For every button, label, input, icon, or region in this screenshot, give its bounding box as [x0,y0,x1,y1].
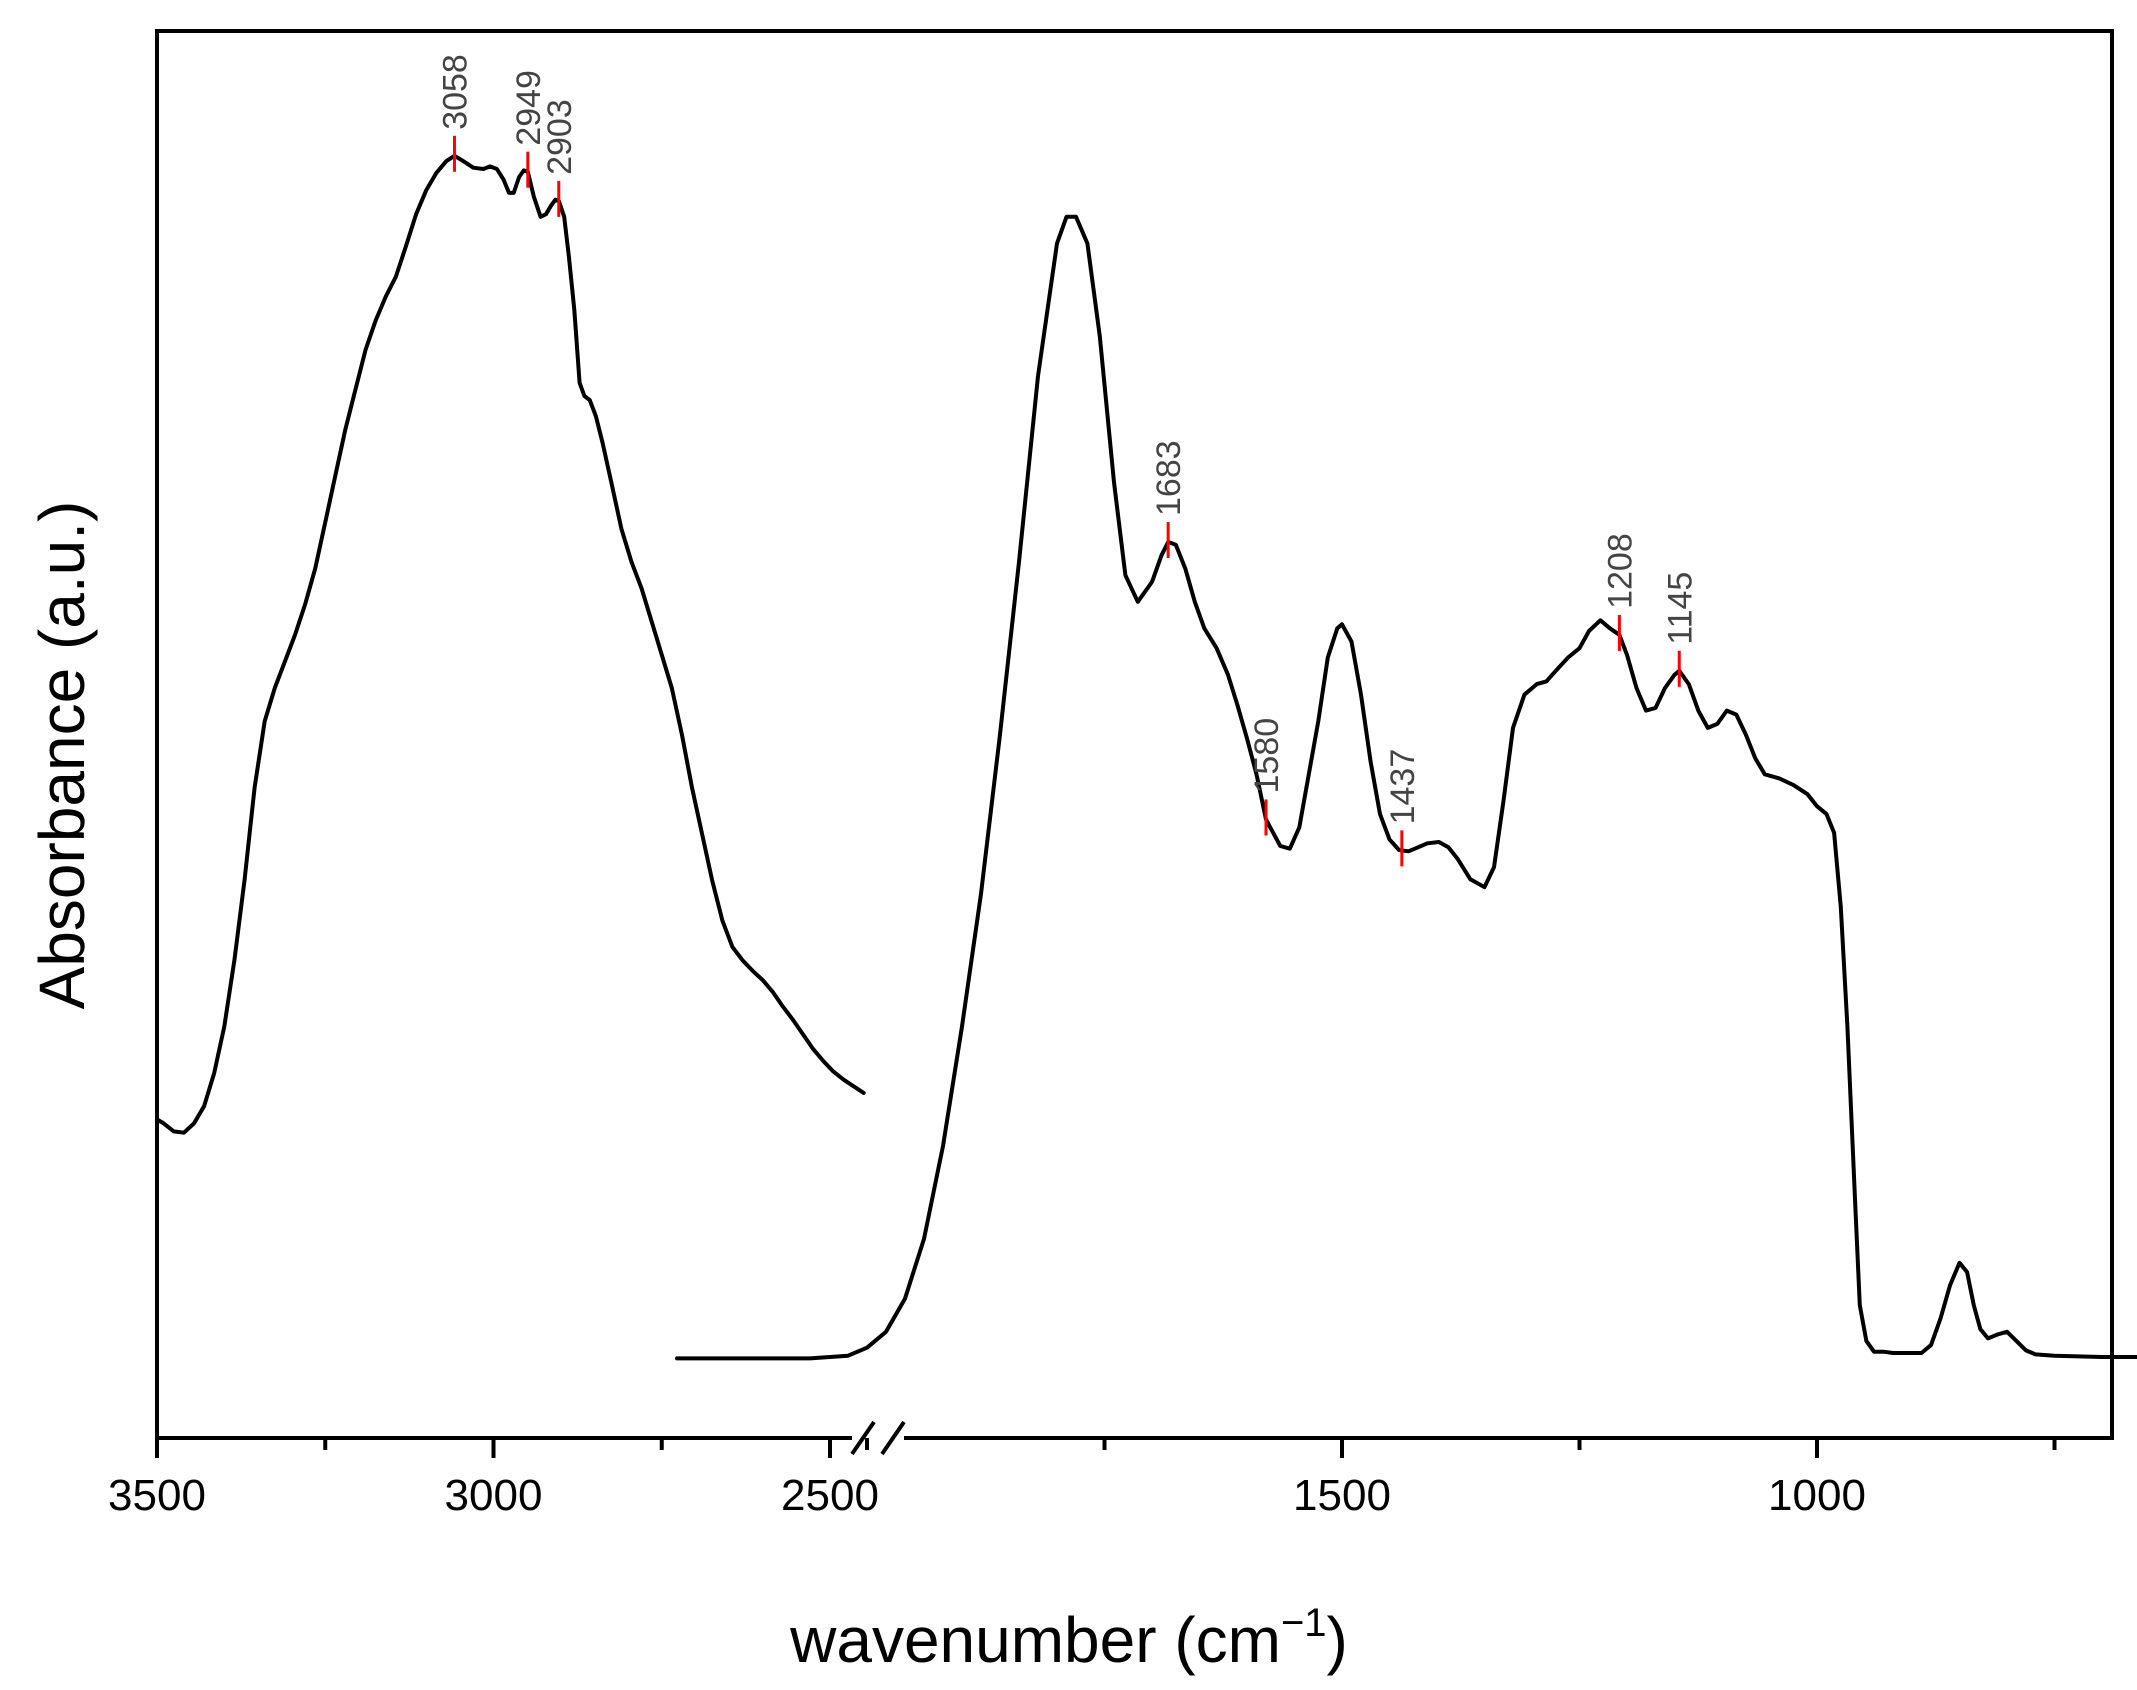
peak-label: 1683 [1150,440,1188,516]
x-axis-title-superscript: −1 [1281,1601,1327,1645]
spectrum-line-fingerprint [675,214,2137,1361]
peak-label: 1580 [1248,718,1286,794]
y-axis-title: Absorbance (a.u.) [26,501,98,1010]
x-tick-label: 1500 [1293,1471,1391,1520]
x-tick-label: 3500 [108,1471,206,1520]
x-tick-label: 2500 [781,1471,879,1520]
x-axis-title-suffix: ) [1327,1604,1348,1676]
plot-frame [155,29,2114,1440]
peak-label: 2903 [541,99,579,175]
peak-label: 1208 [1601,533,1639,609]
axis-break-marker [850,1420,906,1456]
x-axis-tick-labels: 3500 3000 2500 1500 1000 [108,1471,1866,1520]
peak-label: 3058 [437,54,475,130]
peak-label: 2949 [510,70,548,146]
peak-label: 1437 [1384,749,1422,825]
x-axis-title-main: wavenumber (cm [789,1604,1281,1676]
x-tick-label: 1000 [1768,1471,1866,1520]
x-tick-label: 3000 [445,1471,543,1520]
spectrum-series [155,153,2137,1361]
x-axis-title: wavenumber (cm−1) [789,1601,1348,1676]
x-axis-ticks [155,1438,2057,1458]
spectrum-line-high-wavenumber [155,153,866,1135]
peak-label: 1145 [1661,572,1699,645]
